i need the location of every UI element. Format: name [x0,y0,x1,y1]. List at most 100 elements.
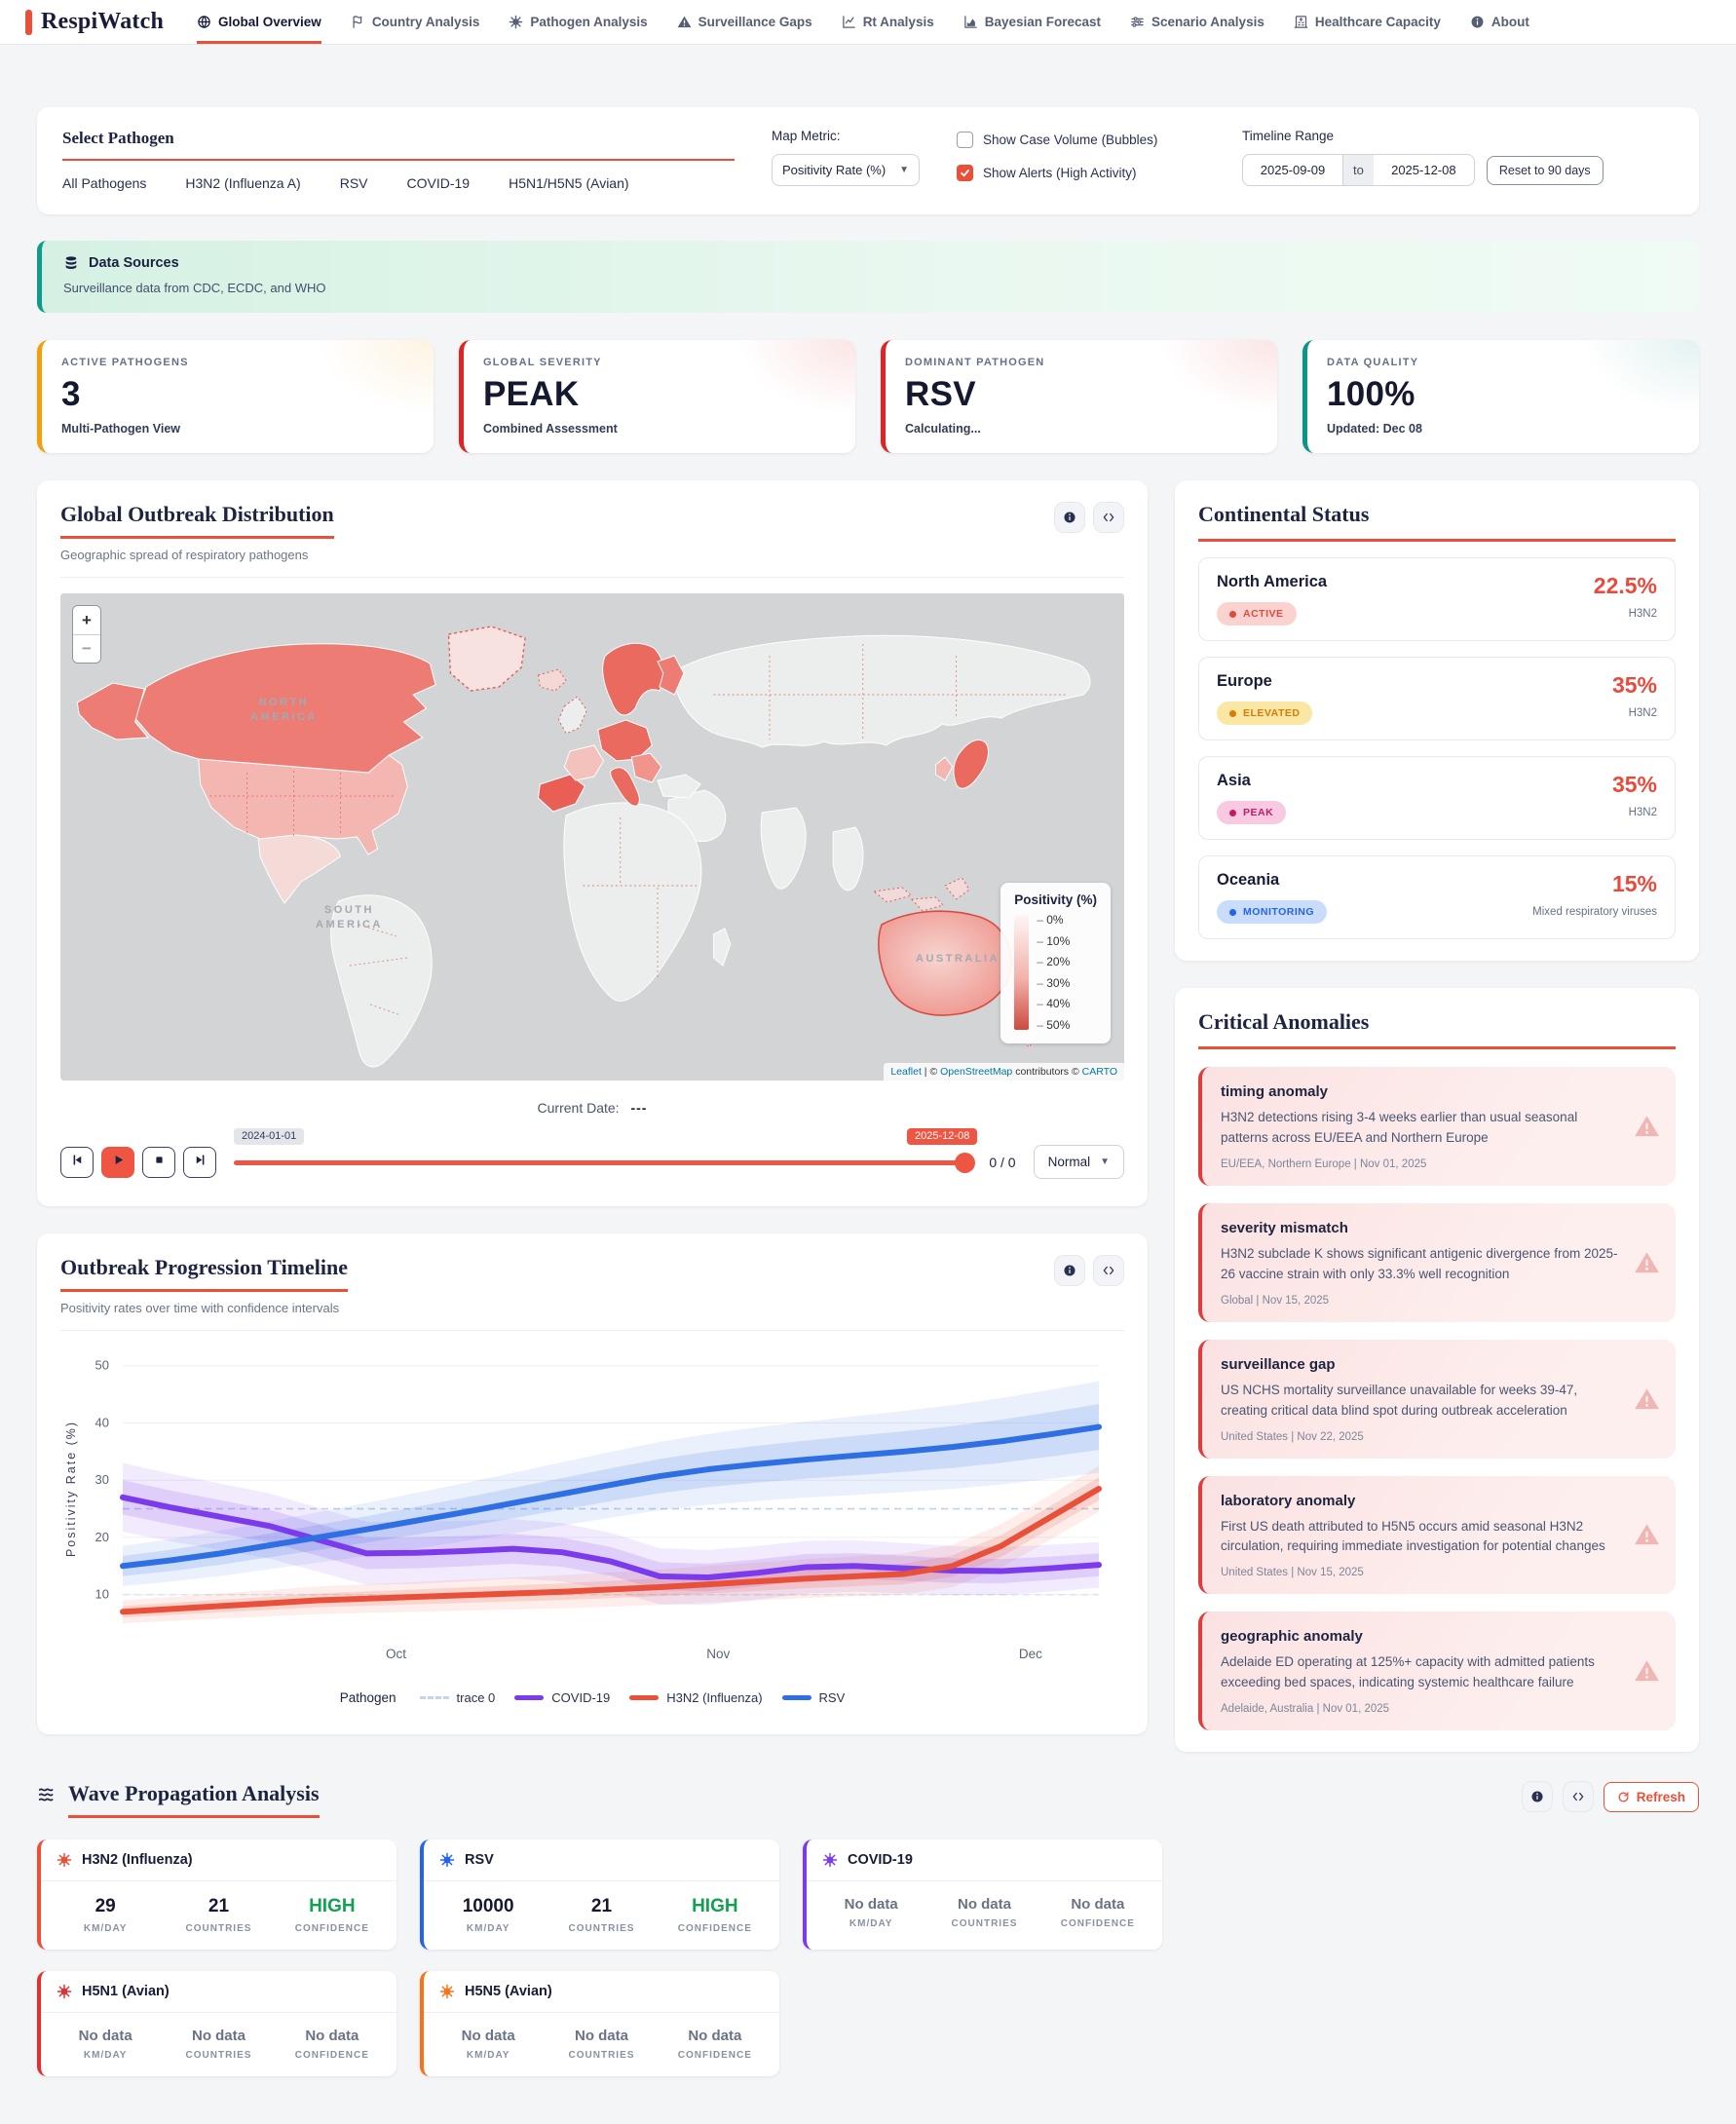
play-button[interactable] [101,1146,134,1178]
nav-item-country-analysis[interactable]: Country Analysis [351,0,480,44]
nav-item-scenario-analysis[interactable]: Scenario Analysis [1130,0,1264,44]
wave-stat-value: No data [78,2028,132,2045]
virus-icon [439,1984,455,1999]
map-timeline-controls: 2024-01-01 2025-12-08 0 / 0 Normal ▼ [60,1127,1124,1185]
chart-info-button[interactable] [1054,1255,1085,1286]
pathogen-tab-rsv[interactable]: RSV [339,175,368,191]
globe-icon [197,15,211,29]
continent-value: 35% [1611,672,1657,698]
slider-start-label: 2024-01-01 [234,1127,305,1145]
zoom-out-button[interactable]: − [73,634,100,663]
wave-card-name: H5N5 (Avian) [465,1984,552,2000]
continent-name: Europe [1217,672,1272,690]
wave-card-stats: No data KM/DAY No data COUNTRIES No data CONF… [424,2013,779,2076]
wave-stat-value: 21 [208,1896,230,1917]
leaflet-link[interactable]: Leaflet [890,1066,922,1078]
continent-pathogen: Mixed respiratory viruses [1532,906,1657,918]
zoom-in-button[interactable]: + [73,606,100,634]
reset-range-button[interactable]: Reset to 90 days [1486,155,1604,185]
nav-item-global-overview[interactable]: Global Overview [197,0,321,44]
nav-item-pathogen-analysis[interactable]: Pathogen Analysis [509,0,648,44]
carto-link[interactable]: CARTO [1081,1066,1117,1078]
stat-card-data-quality: DATA QUALITY 100% Updated: Dec 08 [1302,340,1699,453]
checkbox-show-case-volume-bubbles-[interactable]: Show Case Volume (Bubbles) [957,132,1205,148]
continent-right: 35% H3N2 [1612,772,1657,818]
map-metric-select[interactable]: Positivity Rate (%) ▼ [772,154,920,186]
slider-track[interactable] [234,1159,972,1165]
pathogen-tab-h5n1-h5n5-avian-[interactable]: H5N1/H5N5 (Avian) [509,175,629,191]
pathogen-tab-covid-19[interactable]: COVID-19 [406,175,471,191]
stat-card-dominant-pathogen: DOMINANT PATHOGEN RSV Calculating... [881,340,1277,453]
nav-item-label: Global Overview [218,15,321,29]
date-to-input[interactable]: 2025-12-08 [1373,154,1475,186]
wave-stat-value: HIGH [309,1896,356,1917]
wave-stat-value: No data [574,2028,628,2045]
wave-stat: No data KM/DAY [49,2028,162,2061]
nav-item-rt-analysis[interactable]: Rt Analysis [842,0,934,44]
wave-card-name: H3N2 (Influenza) [82,1852,193,1869]
world-map[interactable]: + − NORTH AMERICA SOUTH AMERICA AUSTRALIA Po… [60,593,1124,1081]
map-code-button[interactable] [1093,502,1124,533]
legend-item-rsv[interactable]: RSV [781,1690,845,1705]
pathogen-tab-h3n2-influenza-a-[interactable]: H3N2 (Influenza A) [185,175,301,191]
wave-stat: HIGH CONFIDENCE [276,1896,389,1934]
warning-icon [677,15,692,29]
warning-triangle-icon [1634,1658,1660,1685]
nav-item-bayesian-forecast[interactable]: Bayesian Forecast [963,0,1101,44]
virus-icon [57,1984,72,1999]
anomaly-description: H3N2 detections rising 3-4 weeks earlier… [1221,1110,1578,1145]
nav-item-surveillance-gaps[interactable]: Surveillance Gaps [677,0,812,44]
osm-link[interactable]: OpenStreetMap [940,1066,1013,1078]
nav-item-healthcare-capacity[interactable]: Healthcare Capacity [1294,0,1441,44]
flag-icon [351,15,365,29]
continent-pathogen: H3N2 [1628,707,1657,719]
timeline-range-group: Timeline Range 2025-09-09 to 2025-12-08 … [1242,129,1604,186]
status-badge: MONITORING [1217,900,1328,924]
date-slider[interactable]: 2024-01-01 2025-12-08 [234,1127,978,1173]
anomaly-geographic-anomaly: geographic anomaly Adelaide ED operating … [1198,1612,1676,1731]
date-from-input[interactable]: 2025-09-09 [1242,154,1343,186]
skip-start-button[interactable] [60,1146,94,1178]
checkbox-box[interactable] [957,165,973,181]
legend-swatch [629,1695,660,1700]
continent-name: Oceania [1217,871,1280,889]
nav-item-about[interactable]: About [1470,0,1529,44]
skip-end-button[interactable] [183,1146,216,1178]
timeline-chart[interactable]: 10 20 30 40 50 Oct Nov Dec Positivity Rate (%) [60,1339,1124,1682]
timeline-range-label: Timeline Range [1242,129,1335,143]
stop-button[interactable] [142,1146,175,1178]
pathogen-tab-all-pathogens[interactable]: All Pathogens [62,175,147,191]
wave-card-stats: No data KM/DAY No data COUNTRIES No data CONF… [807,1881,1162,1945]
wave-stat-label: COUNTRIES [951,1918,1018,1930]
sliders-icon [1130,15,1145,29]
wave-info-button[interactable] [1521,1781,1553,1813]
slider-thumb[interactable] [955,1152,976,1173]
checkbox-box[interactable] [957,132,973,148]
continent-left: Oceania MONITORING [1217,871,1328,924]
map-info-button[interactable] [1054,502,1085,533]
chart-code-button[interactable] [1093,1255,1124,1286]
nav-item-label: Rt Analysis [862,15,934,29]
play-icon [111,1153,126,1172]
wave-stat-value: No data [844,1896,898,1914]
status-badge: PEAK [1217,801,1287,824]
continent-value: 22.5% [1593,573,1657,598]
nav-item-label: Country Analysis [371,15,480,29]
map-legend-title: Positivity (%) [1014,892,1097,907]
map-metric-group: Map Metric: Positivity Rate (%) ▼ [772,129,920,186]
wave-card-name: RSV [465,1852,494,1869]
legend-item-covid-19[interactable]: COVID-19 [514,1690,610,1705]
continent-right: 15% Mixed respiratory viruses [1532,871,1657,918]
wave-cards-grid: H3N2 (Influenza) 29 KM/DAY 21 COUNTRIES HIGH C… [37,1840,1162,2100]
wave-code-button[interactable] [1562,1781,1594,1813]
continent-row-oceania: Oceania MONITORING 15% Mixed respiratory vi… [1198,855,1676,939]
legend-item-h3n2-influenza-[interactable]: H3N2 (Influenza) [629,1690,763,1705]
stat-cards-row: ACTIVE PATHOGENS 3 Multi-Pathogen View GLOB… [37,340,1699,453]
continental-title: Continental Status [1198,502,1676,542]
refresh-button[interactable]: Refresh [1603,1781,1699,1812]
info-icon [1063,1264,1076,1277]
continent-left: North America ACTIVE [1217,573,1327,626]
speed-select[interactable]: Normal ▼ [1033,1145,1124,1179]
checkbox-show-alerts-high-activity-[interactable]: Show Alerts (High Activity) [957,165,1205,181]
legend-item-trace-0[interactable]: trace 0 [419,1690,495,1705]
